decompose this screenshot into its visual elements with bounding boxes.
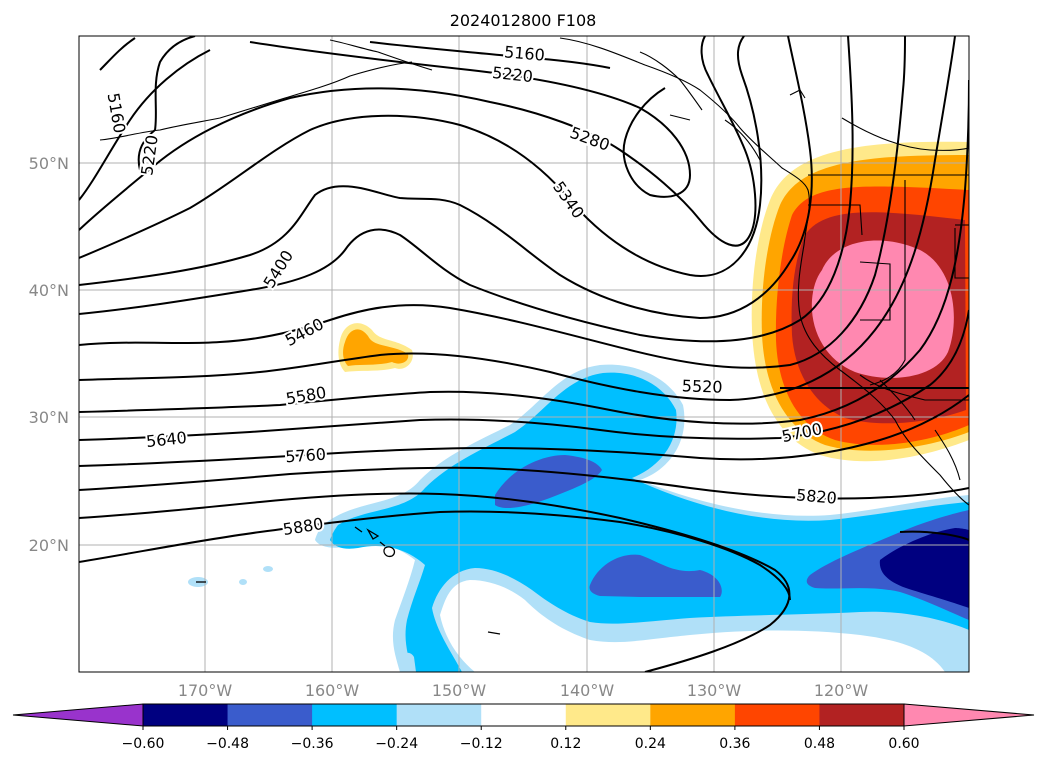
colorbar-tick-label: −0.48 (206, 736, 249, 752)
colorbar-tick-label: 0.48 (804, 736, 835, 752)
contour-5280 (79, 36, 757, 247)
contour-5400 (79, 36, 813, 320)
lat-label: 30°N (29, 408, 69, 427)
graticule (79, 36, 969, 672)
colorbar-tick-label: −0.60 (122, 736, 165, 752)
colorbar: −0.60 −0.48 −0.36 −0.24 −0.12 0.12 0.24 0.36 0.4… (12, 703, 1035, 752)
colorbar-segment (227, 704, 313, 726)
colorbar-tick-label: −0.36 (291, 736, 334, 752)
latitude-labels: 50°N 40°N 30°N 20°N (29, 154, 69, 555)
contour-5700 (79, 394, 969, 467)
colorbar-segment (650, 704, 736, 726)
contour-5160-east (369, 41, 611, 69)
colorbar-frame (142, 703, 905, 727)
colorbar-segment (565, 704, 651, 726)
lon-label: 130°W (687, 681, 742, 700)
hawaiian-islands (196, 526, 501, 635)
lat-label: 50°N (29, 154, 69, 173)
contour-5580 (79, 36, 956, 402)
warm-anomaly-fill (338, 141, 969, 462)
colorbar-tick-label: −0.24 (375, 736, 418, 752)
colorbar-segment (819, 704, 905, 726)
contour-label: 5520 (682, 376, 723, 396)
lon-label: 140°W (560, 681, 615, 700)
lon-label: 150°W (432, 681, 487, 700)
colorbar-tick-label: 0.60 (888, 736, 919, 752)
colorbar-tick-label: 0.24 (635, 736, 666, 752)
colorbar-segment (312, 704, 398, 726)
lat-label: 40°N (29, 281, 69, 300)
contour-5160 (99, 37, 136, 71)
lon-label: 120°W (814, 681, 869, 700)
lat-label: 20°N (29, 536, 69, 555)
longitude-labels: 170°W 160°W 150°W 140°W 130°W 120°W (178, 681, 869, 700)
contour-5460 (79, 36, 854, 343)
height-contours (79, 36, 969, 672)
contour-label: 5640 (145, 428, 187, 451)
colorbar-extend-high (903, 703, 1035, 727)
colorbar-segment (396, 704, 482, 726)
contour-5880 (79, 510, 791, 601)
contour-5220 (137, 36, 196, 171)
colorbar-extend-low (12, 703, 144, 727)
lon-label: 160°W (305, 681, 360, 700)
colorbar-tick-label: −0.12 (460, 736, 503, 752)
colorbar-tick-label: 0.12 (550, 736, 581, 752)
contour-5760 (79, 466, 969, 500)
contour-label: 5160 (503, 42, 545, 64)
map-panel: 5160 5220 5280 5340 5400 5460 5520 5580 … (79, 36, 969, 672)
map-title: 2024012800 F108 (450, 11, 597, 30)
colorbar-tick-label: 0.36 (719, 736, 750, 752)
lon-label: 170°W (178, 681, 233, 700)
contour-5640 (79, 309, 969, 441)
contour-5520 (79, 36, 906, 369)
contour-label: 5760 (285, 445, 327, 467)
contour-5340 (79, 36, 763, 277)
colorbar-segment (143, 704, 229, 726)
contour-label: 5820 (795, 485, 837, 507)
map-frame (78, 35, 970, 673)
contour-5820 (79, 492, 791, 672)
colorbar-segment (481, 704, 567, 726)
colorbar-segment (734, 704, 820, 726)
